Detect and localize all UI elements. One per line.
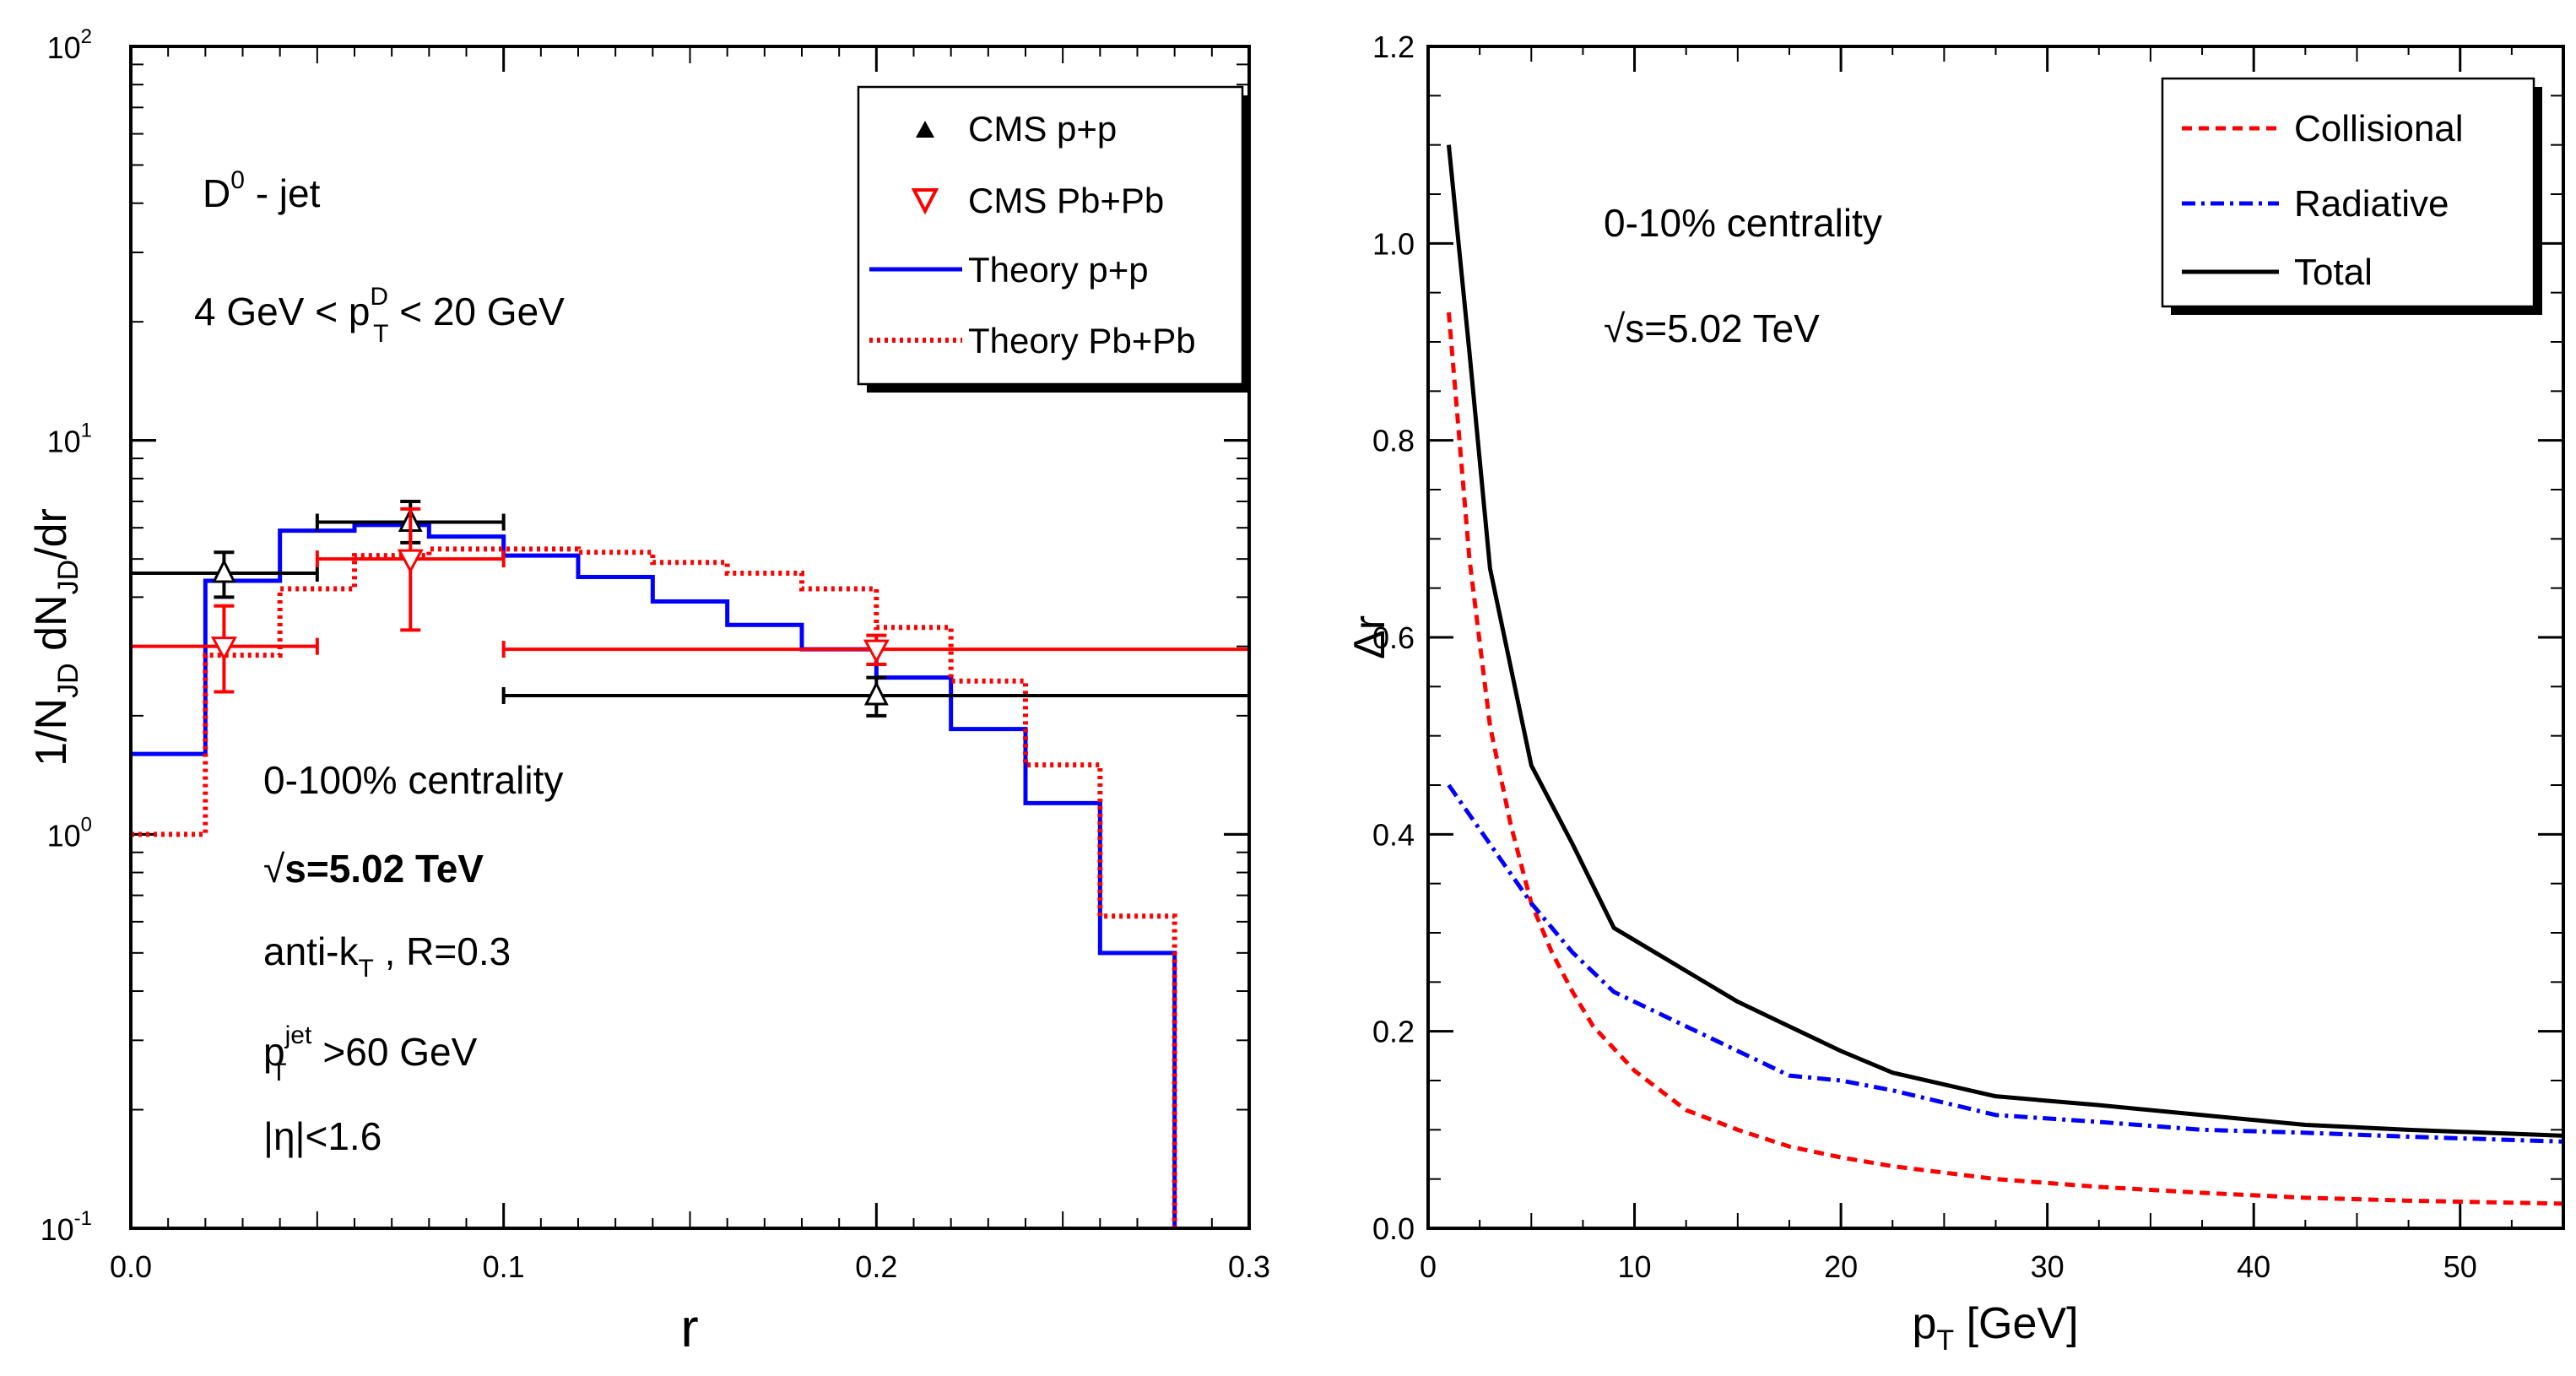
right-y-tick-label: 0.2 bbox=[1372, 1015, 1415, 1049]
left-series bbox=[129, 499, 1249, 1228]
legend-marker-cms-pbpb bbox=[911, 188, 939, 215]
legend-label-collisional: Collisional bbox=[2294, 108, 2464, 149]
data-point-cms-p-p bbox=[129, 550, 319, 599]
left-x-tick-label: 0.3 bbox=[1228, 1249, 1270, 1284]
right-x-tick-label: 40 bbox=[2237, 1249, 2270, 1284]
right-y-axis-label: Δr bbox=[1345, 615, 1394, 659]
right-y-tick-label: 0.4 bbox=[1372, 817, 1415, 852]
data-point-cms-p-p bbox=[501, 675, 1249, 718]
left-plot-frame bbox=[129, 45, 1251, 1230]
series-theory-pb-pb bbox=[131, 546, 1177, 1228]
left-annotation-ptD: 4 GeV < pD T < 20 GeV bbox=[194, 283, 565, 348]
right-y-tick-label: 1.0 bbox=[1372, 226, 1415, 261]
right-x-tick-label: 0 bbox=[1420, 1249, 1437, 1284]
left-x-axis-label: r bbox=[680, 1297, 698, 1358]
legend-marker-cms-pp bbox=[916, 121, 934, 138]
right-x-tick-label: 50 bbox=[2443, 1249, 2477, 1284]
legend-label-theory-pbpb: Theory Pb+Pb bbox=[968, 321, 1196, 360]
left-x-tick-label: 0.2 bbox=[855, 1249, 897, 1284]
left-legend: CMS p+p CMS Pb+Pb Theory p+p Theory Pb+P… bbox=[857, 85, 1251, 393]
right-annotation-centrality: 0-10% centrality bbox=[1604, 201, 1882, 245]
marker-triangle-up bbox=[863, 680, 889, 706]
right-series bbox=[1446, 144, 2564, 1206]
right-x-tick-label: 20 bbox=[1824, 1249, 1858, 1284]
right-y-tick-label: 0.0 bbox=[1372, 1211, 1415, 1246]
right-x-axis-label: pT [GeV] bbox=[1912, 1299, 2078, 1357]
right-y-tick-label: 0.6 bbox=[1372, 620, 1415, 655]
series-collisional bbox=[1446, 311, 2564, 1206]
legend-label-cms-pbpb: CMS Pb+Pb bbox=[968, 181, 1164, 220]
right-y-tick-label: 1.2 bbox=[1372, 30, 1415, 64]
series-total bbox=[1446, 144, 2564, 1138]
left-chart: 0.0 0.1 0.2 0.3 10-1 100 101 102 r 1/NJD dNJD/d… bbox=[27, 25, 1270, 1358]
right-annotation-energy: √s=5.02 TeV bbox=[1604, 306, 1820, 350]
right-plot-frame bbox=[1426, 45, 2565, 1230]
legend-label-radiative: Radiative bbox=[2294, 183, 2449, 225]
left-y-tick-label: 100 bbox=[47, 813, 92, 853]
marker-triangle-down bbox=[210, 637, 237, 661]
series-radiative bbox=[1447, 783, 2564, 1144]
right-tick-labels: 0 10 20 30 40 50 0.0 0.2 0.4 0.6 0.8 1.0 1.2 bbox=[1372, 30, 2477, 1284]
left-annotation-antikt: anti-kT , R=0.3 bbox=[263, 929, 511, 983]
left-annotation-eta: |η|<1.6 bbox=[263, 1114, 382, 1158]
right-x-tick-label: 30 bbox=[2031, 1249, 2065, 1284]
data-point-cms-pb-pb bbox=[129, 604, 319, 694]
left-annotation-process: D0 - jet bbox=[203, 166, 321, 215]
legend-label-theory-pp: Theory p+p bbox=[968, 250, 1149, 290]
left-y-axis-label: 1/NJD dNJD/dr bbox=[27, 508, 84, 767]
left-x-tick-label: 0.0 bbox=[110, 1249, 152, 1284]
right-chart: 0 10 20 30 40 50 0.0 0.2 0.4 0.6 0.8 1.0 1.2 pT [GeV… bbox=[1345, 30, 2565, 1357]
left-y-tick-label: 102 bbox=[47, 25, 92, 65]
left-y-tick-label: 101 bbox=[47, 420, 92, 459]
data-point-cms-pb-pb bbox=[315, 507, 506, 632]
right-legend: Collisional Radiative Total bbox=[2161, 77, 2542, 315]
left-annotation-centrality: 0-100% centrality bbox=[263, 758, 563, 802]
marker-triangle-up bbox=[211, 558, 236, 583]
marker-triangle-down bbox=[397, 549, 424, 574]
left-y-tick-label: 10-1 bbox=[41, 1207, 92, 1247]
left-x-tick-label: 0.1 bbox=[483, 1249, 525, 1284]
legend-label-cms-pp: CMS p+p bbox=[968, 109, 1117, 149]
left-annotation-ptjet: pjet T >60 GeV bbox=[263, 1021, 478, 1086]
right-y-tick-label: 0.8 bbox=[1372, 424, 1415, 458]
legend-label-total: Total bbox=[2294, 252, 2373, 293]
right-legend-box bbox=[2161, 77, 2535, 308]
left-tick-labels: 0.0 0.1 0.2 0.3 10-1 100 101 102 bbox=[41, 25, 1270, 1284]
data-point-cms-pb-pb bbox=[501, 633, 1249, 667]
right-x-tick-label: 10 bbox=[1618, 1249, 1652, 1284]
left-annotation-energy: √s=5.02 TeV bbox=[263, 847, 484, 891]
marker-triangle-down bbox=[863, 639, 890, 664]
